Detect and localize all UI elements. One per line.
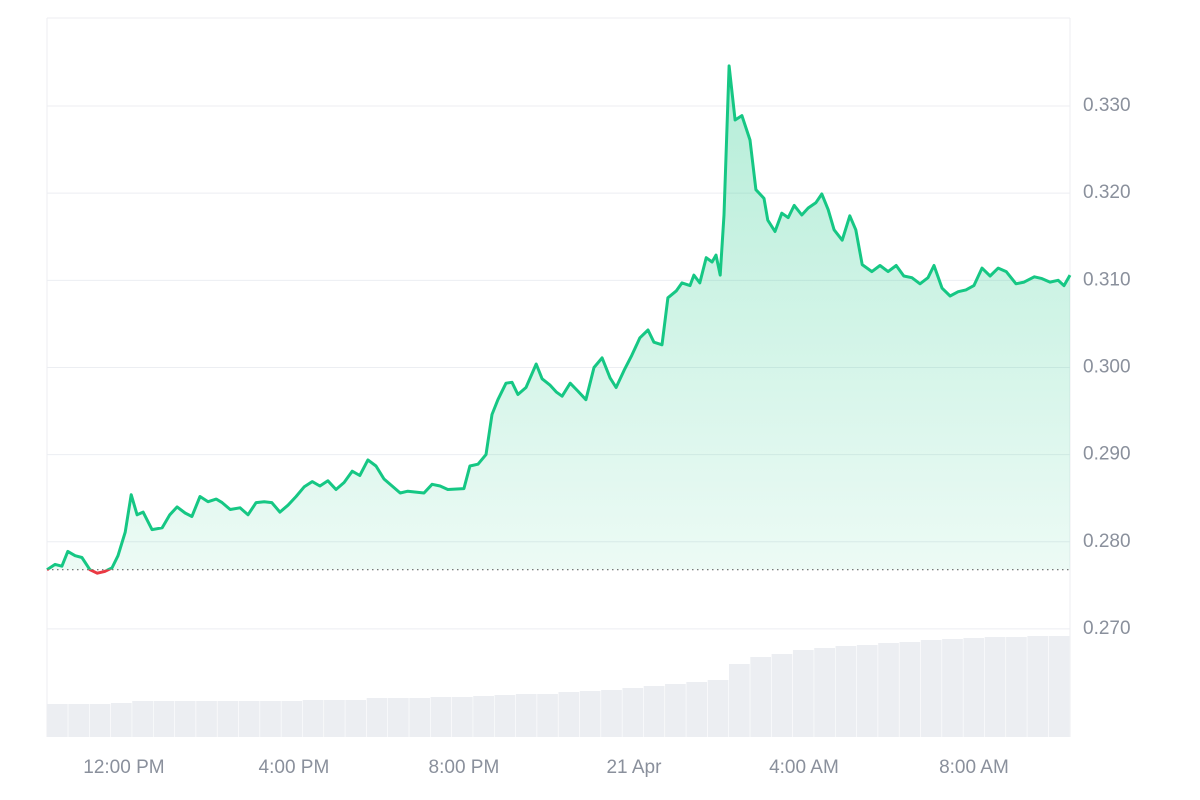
volume-bar <box>856 645 878 737</box>
volume-bar <box>707 680 729 737</box>
volume-bar <box>430 697 452 737</box>
volume-bar <box>89 704 111 737</box>
volume-bar <box>451 697 473 737</box>
volume-bar <box>942 639 963 737</box>
y-tick-label: 0.310 <box>1083 269 1131 290</box>
volume-bar <box>835 646 857 737</box>
volume-bar <box>792 650 814 737</box>
price-line <box>46 64 1072 570</box>
y-tick-label: 0.290 <box>1083 444 1131 465</box>
volume-bar <box>643 686 665 737</box>
volume-bar <box>217 701 239 737</box>
y-tick-label: 0.270 <box>1083 618 1131 639</box>
volume-bar <box>260 701 281 737</box>
volume-bar <box>174 701 196 737</box>
volume-bar <box>579 691 601 737</box>
volume-bar <box>1027 636 1049 737</box>
volume-bar <box>345 700 367 737</box>
volume-bar <box>238 701 260 737</box>
y-tick-label: 0.280 <box>1083 531 1131 552</box>
y-tick-label: 0.320 <box>1083 182 1131 203</box>
y-tick-label: 0.330 <box>1083 95 1131 116</box>
volume-bar <box>899 642 921 737</box>
volume-bar <box>537 694 558 737</box>
volume-bar <box>984 637 1006 737</box>
volume-bar <box>196 701 217 737</box>
volume-bar <box>515 694 537 737</box>
x-tick-label: 4:00 AM <box>769 757 839 778</box>
x-tick-label: 4:00 PM <box>259 757 330 778</box>
volume-bar <box>729 664 750 737</box>
x-tick-label: 8:00 AM <box>939 757 1009 778</box>
volume-bar <box>473 696 494 737</box>
volume-bar <box>622 688 644 737</box>
volume-bar <box>1006 637 1027 737</box>
volume-bar <box>47 704 68 737</box>
x-tick-label: 21 Apr <box>606 757 662 778</box>
volume-bar <box>409 698 431 737</box>
volume-bar <box>1048 636 1070 737</box>
volume-bar <box>494 695 516 737</box>
volume-bar <box>132 701 153 737</box>
volume-bar <box>302 700 324 737</box>
volume-bar <box>558 692 580 737</box>
volume-bar <box>153 701 175 737</box>
volume-bar <box>68 704 90 737</box>
volume-bar <box>963 638 985 737</box>
volume-bar <box>814 648 835 737</box>
volume-bar <box>110 703 132 737</box>
volume-bar <box>771 654 793 737</box>
y-tick-label: 0.300 <box>1083 356 1131 377</box>
volume-bar <box>665 684 686 737</box>
x-tick-label: 8:00 PM <box>429 757 500 778</box>
area <box>47 65 1070 570</box>
volume-bar <box>281 701 303 737</box>
volume-bar <box>686 682 708 737</box>
volume-bar <box>388 698 409 737</box>
volume-bar <box>750 657 772 737</box>
volume-bar <box>366 698 388 737</box>
x-tick-label: 12:00 PM <box>83 757 164 778</box>
volume-bar <box>878 643 899 737</box>
volume-bar <box>920 640 942 737</box>
volume-bar <box>324 700 345 737</box>
volume-bar <box>601 690 622 737</box>
